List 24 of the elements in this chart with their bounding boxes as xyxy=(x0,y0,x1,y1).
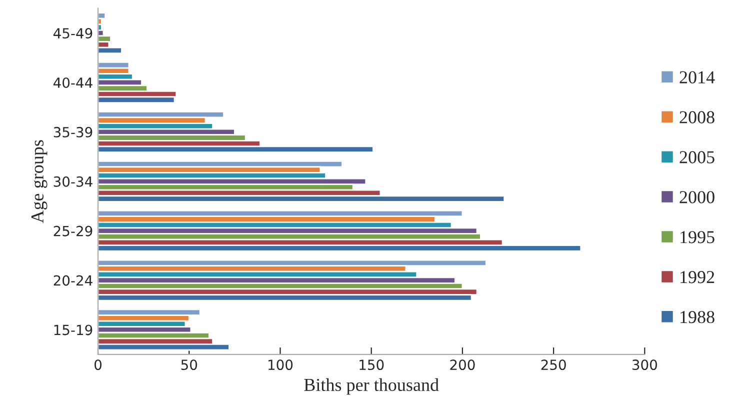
x-tick-label: 100 xyxy=(268,360,293,370)
y-axis-title: Age groups xyxy=(31,140,48,224)
x-tick-label: 250 xyxy=(541,360,566,370)
legend-label: 2008 xyxy=(680,111,714,124)
y-tick-label: 40-44 xyxy=(53,77,92,88)
x-tick-label: 50 xyxy=(181,360,198,370)
x-tick-label: 200 xyxy=(450,360,475,370)
legend-label: 1992 xyxy=(680,271,714,284)
y-tick-label: 45-49 xyxy=(53,28,92,39)
bar xyxy=(98,12,106,20)
x-tick-label: 150 xyxy=(360,360,384,370)
legend-label: 1988 xyxy=(680,310,714,324)
legend-label: 1995 xyxy=(680,231,714,244)
y-tick-label: 25-29 xyxy=(54,226,92,236)
y-tick-label: 30-34 xyxy=(54,176,92,187)
y-tick-label: 15-19 xyxy=(54,324,92,336)
x-axis-title: Biths per thousand xyxy=(304,378,439,395)
y-tick-label: 35-39 xyxy=(54,126,92,138)
x-tick-label: 300 xyxy=(632,360,657,370)
x-tick-label: 0 xyxy=(94,360,102,370)
y-tick-label: 20-24 xyxy=(54,275,92,286)
legend-label: 2005 xyxy=(680,151,714,164)
legend-label: 2000 xyxy=(680,191,714,204)
legend-label: 2014 xyxy=(680,71,715,84)
